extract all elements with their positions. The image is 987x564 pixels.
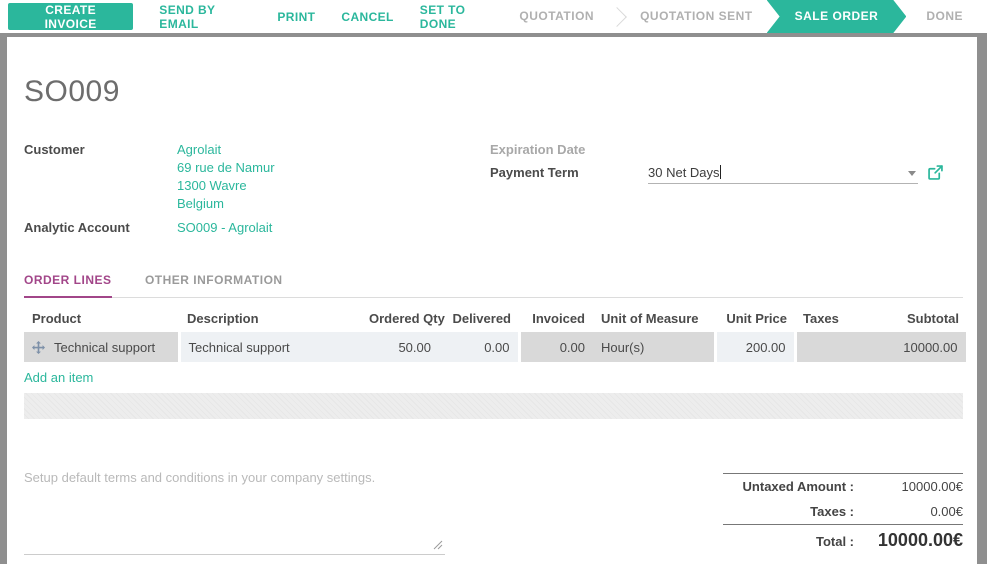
- analytic-account-value: SO009 - Agrolait: [177, 219, 272, 237]
- cancel-button[interactable]: CANCEL: [341, 9, 394, 24]
- notebook-tabs: ORDER LINES OTHER INFORMATION: [24, 271, 963, 298]
- customer-link[interactable]: Agrolait: [177, 142, 222, 157]
- col-description: Description: [187, 311, 259, 326]
- vertical-scrollbar[interactable]: [977, 37, 987, 564]
- drag-handle-icon[interactable]: [32, 340, 45, 354]
- footer-section: Untaxed Amount : 10000.00€ Taxes : 0.00€…: [24, 462, 963, 560]
- chevron-down-icon[interactable]: [908, 171, 916, 176]
- status-step-done[interactable]: DONE: [926, 9, 963, 23]
- expiration-date-label: Expiration Date: [490, 142, 586, 157]
- customer-address-line: Belgium: [177, 196, 224, 211]
- col-unit-price: Unit Price: [726, 311, 787, 326]
- untaxed-amount-row: Untaxed Amount : 10000.00€: [723, 473, 963, 499]
- col-subtotal: Subtotal: [907, 311, 959, 326]
- status-step-quotation[interactable]: QUOTATION: [519, 9, 595, 23]
- analytic-account-field: Analytic Account SO009 - Agrolait: [24, 219, 490, 237]
- col-taxes: Taxes: [803, 311, 839, 326]
- payment-term-field: Payment Term 30 Net Days: [490, 164, 963, 184]
- header-fields: Customer Agrolait 69 rue de Namur 1300 W…: [24, 141, 963, 237]
- customer-address-line: 69 rue de Namur: [177, 160, 275, 175]
- cell-delivered[interactable]: 0.00: [439, 332, 519, 362]
- toolbar-divider: [0, 33, 987, 37]
- cell-product[interactable]: Technical support: [24, 332, 179, 362]
- table-header-row: Product Description Ordered Qty Delivere…: [24, 307, 967, 332]
- terms-textarea[interactable]: [24, 462, 445, 555]
- print-button[interactable]: PRINT: [277, 9, 316, 24]
- customer-value: Agrolait 69 rue de Namur 1300 Wavre Belg…: [177, 141, 275, 213]
- total-label: Total :: [815, 534, 854, 549]
- taxes-label: Taxes :: [810, 504, 854, 519]
- col-invoiced: Invoiced: [532, 311, 585, 326]
- total-row: Total : 10000.00€: [723, 524, 963, 556]
- customer-label: Customer: [24, 142, 85, 157]
- left-gutter: [0, 37, 7, 564]
- totals-panel: Untaxed Amount : 10000.00€ Taxes : 0.00€…: [723, 473, 963, 556]
- col-unit-of-measure: Unit of Measure: [601, 311, 699, 326]
- right-field-column: Expiration Date Payment Term 30 Net Days: [490, 141, 963, 237]
- left-field-column: Customer Agrolait 69 rue de Namur 1300 W…: [24, 141, 490, 237]
- expiration-date-field: Expiration Date: [490, 141, 963, 157]
- payment-term-input[interactable]: 30 Net Days: [648, 164, 918, 184]
- terms-area: [24, 462, 445, 560]
- form-page: SO009 Customer Agrolait 69 rue de Namur …: [0, 37, 987, 564]
- cell-subtotal[interactable]: 10000.00: [849, 332, 967, 362]
- tab-other-information[interactable]: OTHER INFORMATION: [144, 273, 283, 287]
- cell-product-text: Technical support: [54, 339, 156, 355]
- col-ordered-qty: Ordered Qty: [369, 311, 445, 326]
- payment-term-label: Payment Term: [490, 165, 579, 180]
- taxes-value: 0.00€: [930, 504, 963, 519]
- customer-field: Customer Agrolait 69 rue de Namur 1300 W…: [24, 141, 490, 213]
- cell-invoiced[interactable]: 0.00: [517, 332, 593, 362]
- send-by-email-button[interactable]: SEND BY EMAIL: [159, 2, 216, 31]
- cell-unit-of-measure[interactable]: Hour(s): [593, 332, 715, 362]
- untaxed-amount-label: Untaxed Amount :: [742, 479, 854, 494]
- cell-ordered-qty[interactable]: 50.00: [361, 332, 439, 362]
- empty-line-placeholder[interactable]: [24, 393, 963, 419]
- analytic-account-label: Analytic Account: [24, 220, 130, 235]
- toolbar: CREATE INVOICE SEND BY EMAIL PRINT CANCE…: [0, 0, 987, 33]
- resize-handle-icon[interactable]: [433, 537, 443, 555]
- table-row: Technical support Technical support 50.0…: [24, 332, 967, 362]
- external-link-icon[interactable]: [928, 165, 943, 183]
- cell-description[interactable]: Technical support: [177, 332, 361, 362]
- text-cursor: [719, 165, 721, 179]
- cell-taxes[interactable]: [793, 332, 849, 362]
- tab-order-lines[interactable]: ORDER LINES: [24, 273, 112, 298]
- set-to-done-button[interactable]: SET TO DONE: [419, 2, 466, 31]
- cell-unit-price[interactable]: 200.00: [713, 332, 795, 362]
- total-value: 10000.00€: [877, 530, 963, 550]
- page-title: SO009: [24, 75, 120, 108]
- col-product: Product: [32, 311, 82, 326]
- status-step-quotation-sent[interactable]: QUOTATION SENT: [640, 9, 753, 23]
- customer-address-line: 1300 Wavre: [177, 178, 247, 193]
- sale-order-sheet: SO009 Customer Agrolait 69 rue de Namur …: [7, 37, 977, 564]
- statusbar: QUOTATION QUOTATION SENT SALE ORDER DONE: [499, 0, 987, 33]
- untaxed-amount-value: 10000.00€: [901, 479, 963, 494]
- taxes-row: Taxes : 0.00€: [723, 499, 963, 524]
- payment-term-text: 30 Net Days: [648, 165, 720, 180]
- order-lines-table: Product Description Ordered Qty Delivere…: [24, 307, 967, 362]
- payment-term-widget: 30 Net Days: [648, 164, 963, 184]
- add-item-link[interactable]: Add an item: [24, 370, 94, 385]
- status-step-sale-order[interactable]: SALE ORDER: [767, 0, 907, 33]
- col-delivered: Delivered: [452, 311, 511, 326]
- create-invoice-button[interactable]: CREATE INVOICE: [8, 3, 134, 31]
- analytic-account-link[interactable]: SO009 - Agrolait: [177, 220, 273, 235]
